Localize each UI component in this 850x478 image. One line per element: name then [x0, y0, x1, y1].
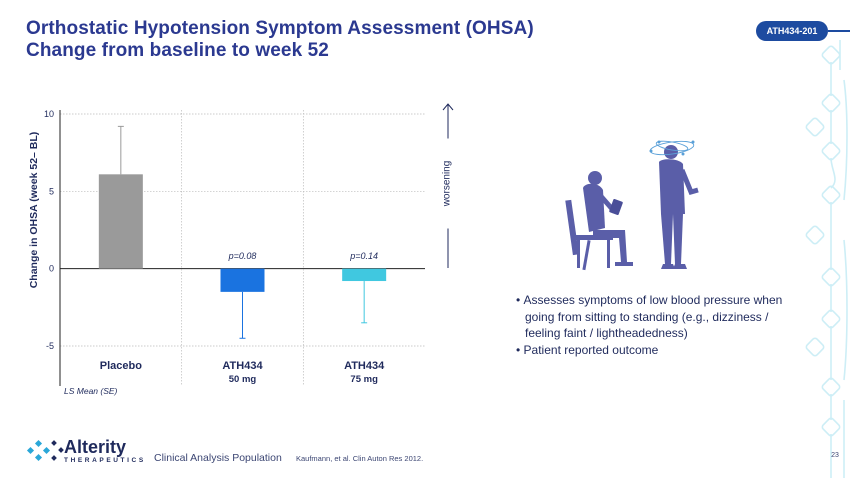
logo-name: Alterity [64, 437, 127, 457]
y-tick-label: 0 [49, 264, 54, 274]
category-name: ATH434 [222, 360, 263, 372]
y-axis-label: Change in OHSA (week 52– BL) [28, 131, 40, 289]
p-value-label: p=0.08 [228, 250, 257, 261]
list-item: Patient reported outcome [516, 342, 796, 359]
category-dose: 50 mg [228, 374, 257, 385]
bar-1 [220, 268, 265, 292]
title-line-1: Orthostatic Hypotension Symptom Assessme… [26, 18, 534, 39]
decorative-chain-pattern [805, 40, 848, 478]
y-tick-label: 10 [44, 109, 54, 119]
category-name: Placebo [99, 360, 142, 372]
y-tick-label: 5 [49, 186, 54, 196]
category-name: ATH434 [344, 360, 385, 372]
page-number: 23 [831, 452, 839, 459]
bar-2 [342, 268, 387, 282]
list-item: Assesses symptoms of low blood pressure … [516, 292, 796, 342]
ohsa-description-list: Assesses symptoms of low blood pressure … [516, 292, 796, 358]
title-line-2: Change from baseline to week 52 [26, 40, 329, 61]
slide-title: Orthostatic Hypotension Symptom Assessme… [26, 18, 534, 62]
y-tick-label: -5 [46, 341, 54, 351]
bar-0 [98, 174, 143, 269]
x-category-label: ATH434 50 mg [198, 360, 288, 385]
study-badge: ATH434-201 [756, 21, 828, 41]
patient-dizziness-illustration [565, 140, 699, 271]
ohsa-bar-chart: 10 5 0 -5 [44, 109, 425, 386]
reference-citation: Kaufmann, et al. Clin Auton Res 2012. [296, 454, 424, 463]
ls-mean-footnote: LS Mean (SE) [64, 386, 118, 396]
worsening-indicator: worsening [438, 100, 458, 272]
analysis-population-note: Clinical Analysis Population [154, 452, 282, 464]
x-category-label: ATH434 75 mg [319, 360, 409, 385]
logo-subtitle: THERAPEUTICS [64, 457, 146, 464]
x-category-label: Placebo [76, 360, 166, 372]
badge-connector-line [828, 30, 850, 32]
p-value-label: p=0.14 [350, 250, 379, 261]
category-dose: 75 mg [350, 374, 378, 385]
alterity-logo-icon [26, 439, 64, 462]
worsening-label: worsening [441, 138, 453, 229]
